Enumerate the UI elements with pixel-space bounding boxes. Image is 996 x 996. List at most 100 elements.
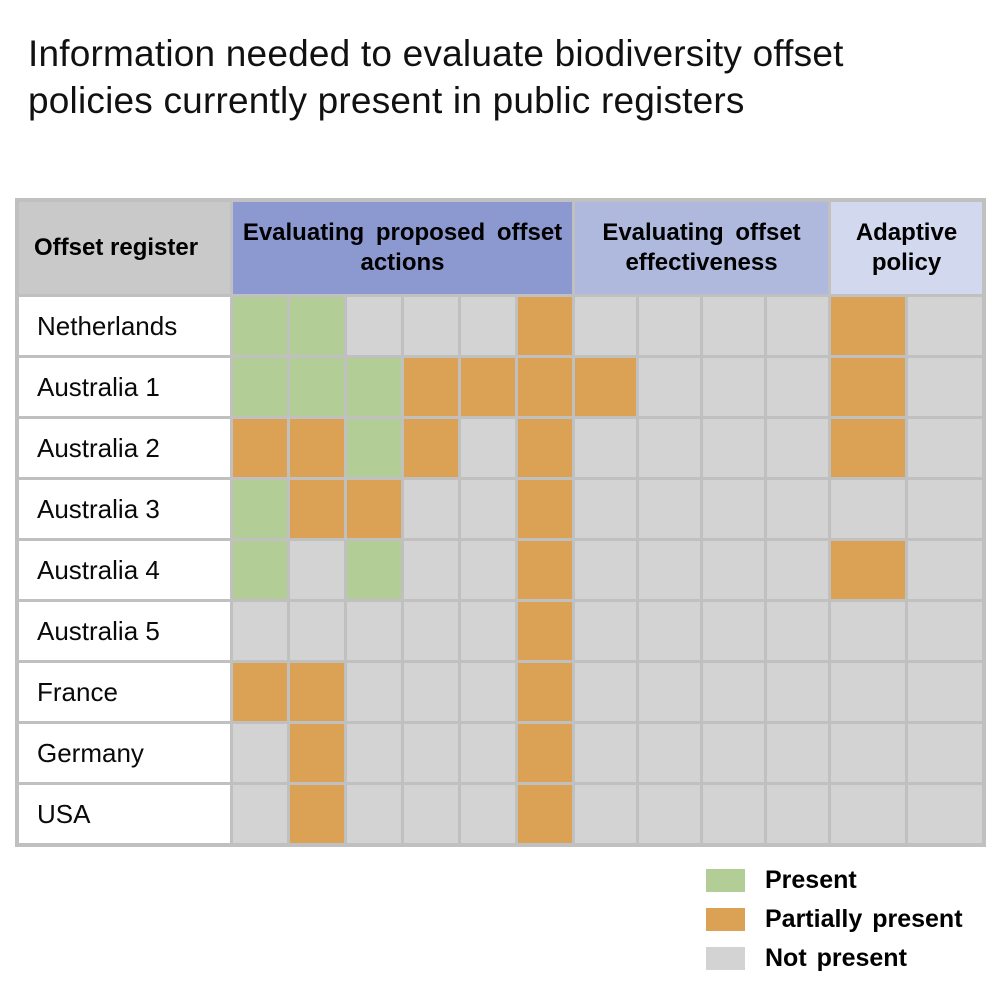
matrix-cell-none — [461, 480, 515, 538]
matrix-cell-present — [233, 297, 287, 355]
matrix-cell-partial — [233, 663, 287, 721]
column-group-header-offset-effectiveness: Evaluating offset effectiveness — [575, 202, 828, 294]
row-label: Australia 3 — [19, 480, 230, 538]
matrix-cell-none — [703, 663, 764, 721]
matrix-cell-none — [908, 419, 982, 477]
row-label: Netherlands — [19, 297, 230, 355]
matrix-cell-none — [404, 602, 458, 660]
matrix-cell-none — [703, 419, 764, 477]
matrix-cell-none — [639, 541, 700, 599]
matrix-cell-none — [233, 785, 287, 843]
matrix-cell-partial — [404, 358, 458, 416]
matrix-cell-none — [908, 663, 982, 721]
matrix-cell-partial — [290, 480, 344, 538]
matrix-cell-none — [461, 602, 515, 660]
matrix-cell-none — [575, 785, 636, 843]
matrix-cell-none — [290, 602, 344, 660]
matrix-cell-none — [767, 602, 828, 660]
matrix-cell-partial — [518, 785, 572, 843]
matrix-cell-partial — [518, 297, 572, 355]
matrix-cell-none — [404, 724, 458, 782]
matrix-cell-partial — [347, 480, 401, 538]
matrix-cell-partial — [518, 419, 572, 477]
matrix-cell-none — [347, 297, 401, 355]
matrix-cell-none — [703, 541, 764, 599]
row-label: France — [19, 663, 230, 721]
legend-item-partially-present: Partially present — [706, 905, 963, 934]
matrix-cell-partial — [290, 419, 344, 477]
matrix-cell-none — [908, 358, 982, 416]
legend-label-partially-present: Partially present — [765, 905, 963, 933]
matrix-cell-partial — [831, 541, 905, 599]
matrix-cell-none — [639, 358, 700, 416]
chart-title: Information needed to evaluate biodivers… — [28, 33, 844, 122]
matrix-cell-partial — [233, 419, 287, 477]
matrix-cell-none — [639, 297, 700, 355]
matrix-cell-none — [347, 724, 401, 782]
matrix-cell-none — [831, 602, 905, 660]
matrix-cell-none — [703, 602, 764, 660]
matrix-cell-partial — [831, 297, 905, 355]
legend-label-not-present: Not present — [765, 944, 907, 972]
matrix-cell-none — [347, 785, 401, 843]
matrix-cell-none — [831, 785, 905, 843]
row-label: Germany — [19, 724, 230, 782]
legend-item-present: Present — [706, 866, 963, 895]
matrix-cell-none — [404, 785, 458, 843]
matrix-cell-none — [908, 724, 982, 782]
matrix-cell-none — [575, 724, 636, 782]
matrix-cell-none — [767, 480, 828, 538]
matrix-cell-partial — [518, 358, 572, 416]
matrix-cell-partial — [831, 358, 905, 416]
matrix-cell-partial — [518, 480, 572, 538]
matrix-cell-none — [575, 480, 636, 538]
matrix-cell-partial — [518, 663, 572, 721]
matrix-cell-none — [908, 541, 982, 599]
legend: Present Partially present Not present — [706, 866, 963, 983]
matrix-cell-none — [575, 663, 636, 721]
matrix-cell-none — [347, 602, 401, 660]
matrix-cell-none — [703, 785, 764, 843]
column-group-header-proposed-actions: Evaluating proposed offset actions — [233, 202, 572, 294]
matrix-cell-none — [404, 297, 458, 355]
matrix-cell-none — [767, 541, 828, 599]
matrix-cell-none — [639, 480, 700, 538]
matrix-cell-partial — [518, 541, 572, 599]
matrix-cell-partial — [575, 358, 636, 416]
matrix-cell-none — [461, 419, 515, 477]
matrix-cell-none — [831, 480, 905, 538]
matrix-cell-partial — [290, 785, 344, 843]
matrix-cell-none — [703, 358, 764, 416]
matrix-cell-none — [639, 419, 700, 477]
matrix-cell-none — [639, 663, 700, 721]
row-label: Australia 4 — [19, 541, 230, 599]
matrix-cell-none — [767, 358, 828, 416]
matrix-cell-none — [404, 480, 458, 538]
matrix-cell-none — [461, 663, 515, 721]
matrix-cell-none — [575, 419, 636, 477]
row-label: USA — [19, 785, 230, 843]
matrix-cell-none — [233, 724, 287, 782]
legend-item-not-present: Not present — [706, 944, 963, 973]
column-group-header-adaptive-policy: Adaptive policy — [831, 202, 982, 294]
matrix-cell-none — [908, 602, 982, 660]
matrix-cell-none — [831, 724, 905, 782]
matrix-cell-none — [233, 602, 287, 660]
matrix-cell-partial — [831, 419, 905, 477]
matrix-cell-partial — [290, 663, 344, 721]
row-label: Australia 5 — [19, 602, 230, 660]
matrix-cell-none — [575, 602, 636, 660]
matrix-cell-present — [347, 358, 401, 416]
corner-header-offset-register: Offset register — [19, 202, 230, 294]
matrix-cell-none — [908, 297, 982, 355]
legend-label-present: Present — [765, 866, 857, 894]
matrix-cell-none — [767, 724, 828, 782]
matrix-cell-none — [639, 785, 700, 843]
matrix-cell-none — [404, 663, 458, 721]
matrix-cell-partial — [461, 358, 515, 416]
matrix-cell-present — [290, 297, 344, 355]
matrix-cell-none — [575, 541, 636, 599]
matrix-cell-present — [347, 541, 401, 599]
offset-register-matrix: Offset register Evaluating proposed offs… — [15, 198, 986, 847]
